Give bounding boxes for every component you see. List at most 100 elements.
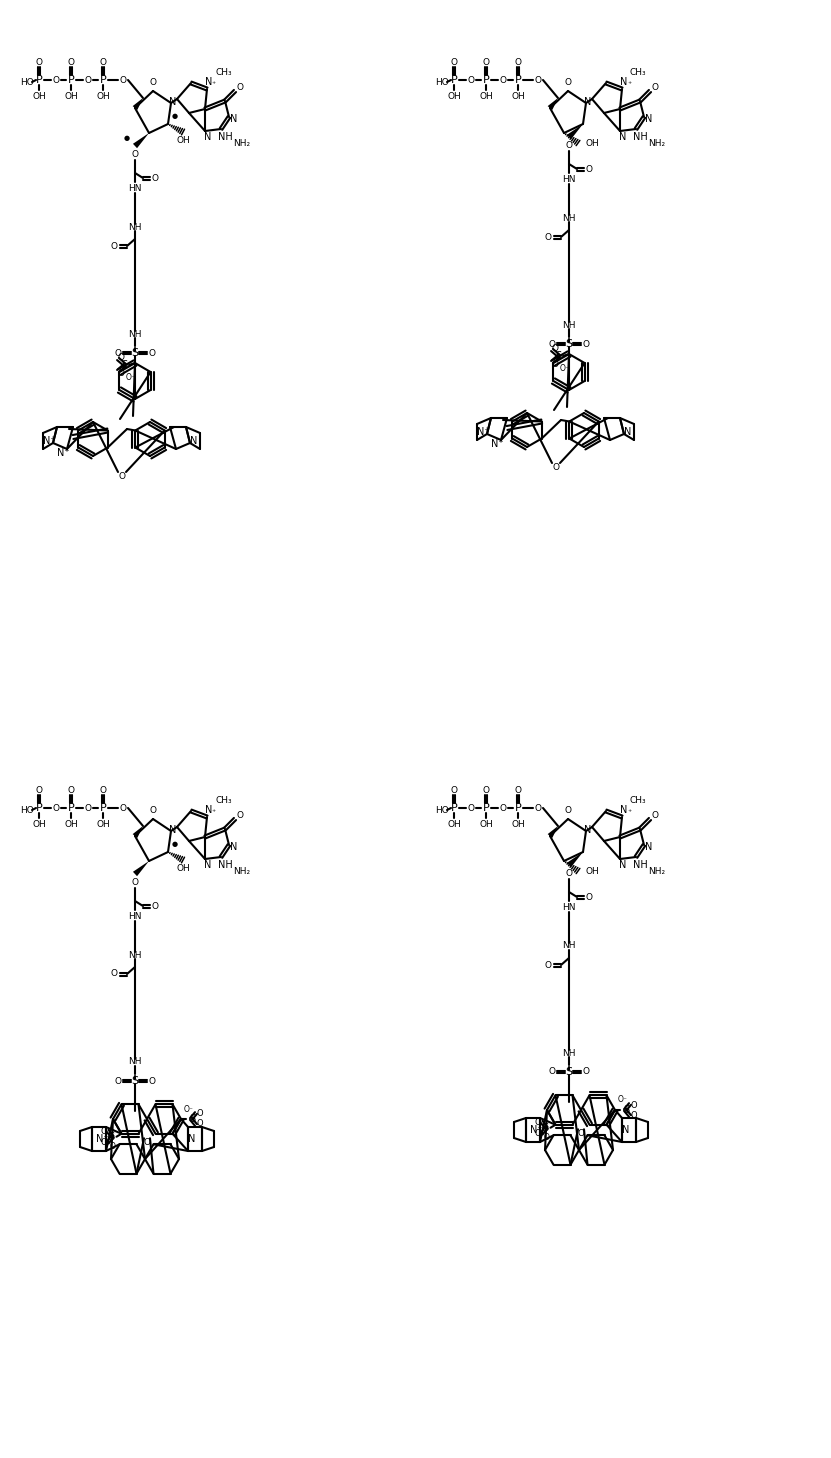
Text: N: N bbox=[205, 805, 213, 815]
Text: OH: OH bbox=[32, 819, 46, 828]
Text: O: O bbox=[534, 76, 542, 85]
Text: O⁻: O⁻ bbox=[184, 1105, 194, 1114]
Text: S: S bbox=[623, 1105, 629, 1115]
Text: NH: NH bbox=[128, 330, 142, 338]
Text: ⁺: ⁺ bbox=[212, 80, 216, 89]
Text: N: N bbox=[170, 825, 177, 835]
Text: O: O bbox=[150, 805, 156, 815]
Text: N⁺: N⁺ bbox=[490, 439, 504, 449]
Text: HO: HO bbox=[435, 77, 449, 86]
Text: P: P bbox=[450, 803, 457, 814]
Text: NH: NH bbox=[128, 223, 142, 232]
Text: O: O bbox=[111, 970, 117, 978]
Text: OH: OH bbox=[447, 819, 461, 828]
Text: P: P bbox=[483, 74, 489, 85]
Text: OH: OH bbox=[176, 136, 189, 144]
Text: HN: HN bbox=[128, 911, 142, 920]
Text: O: O bbox=[552, 360, 558, 369]
Text: N⁺: N⁺ bbox=[477, 427, 489, 437]
Text: NH₂: NH₂ bbox=[233, 139, 250, 147]
Text: O: O bbox=[85, 76, 91, 85]
Text: O: O bbox=[514, 57, 522, 67]
Text: O: O bbox=[150, 77, 156, 86]
Text: HN: HN bbox=[128, 184, 142, 192]
Text: O: O bbox=[578, 1128, 584, 1137]
Text: O: O bbox=[564, 805, 572, 815]
Text: O: O bbox=[583, 1067, 589, 1076]
Text: S: S bbox=[555, 351, 561, 362]
Text: P: P bbox=[67, 803, 75, 814]
Text: P: P bbox=[483, 803, 489, 814]
Text: N: N bbox=[230, 843, 238, 851]
Text: N: N bbox=[204, 860, 212, 870]
Text: HO: HO bbox=[435, 805, 449, 815]
Text: O⁻: O⁻ bbox=[560, 363, 570, 372]
Text: NH₂: NH₂ bbox=[648, 139, 665, 147]
Text: S: S bbox=[565, 340, 573, 348]
Text: S: S bbox=[543, 1123, 548, 1133]
Text: O: O bbox=[483, 57, 489, 67]
Text: O: O bbox=[149, 348, 155, 357]
Text: O: O bbox=[120, 803, 126, 812]
Text: O: O bbox=[115, 1076, 121, 1086]
Text: O: O bbox=[548, 1067, 555, 1076]
Text: O: O bbox=[85, 803, 91, 812]
Text: O⁻: O⁻ bbox=[126, 372, 136, 382]
Text: ●: ● bbox=[172, 841, 178, 847]
Text: N: N bbox=[230, 114, 238, 124]
Text: NH: NH bbox=[128, 951, 142, 959]
Text: OH: OH bbox=[447, 92, 461, 101]
Text: O⁻: O⁻ bbox=[543, 1133, 553, 1142]
Text: N⁺: N⁺ bbox=[96, 1134, 108, 1145]
Text: O: O bbox=[468, 803, 475, 812]
Text: N: N bbox=[619, 860, 627, 870]
Text: OH: OH bbox=[96, 819, 110, 828]
Text: N: N bbox=[170, 98, 177, 106]
Text: N: N bbox=[204, 133, 212, 141]
Text: O: O bbox=[544, 961, 552, 970]
Text: O: O bbox=[450, 57, 458, 67]
Text: N⁺: N⁺ bbox=[529, 1126, 543, 1134]
Text: ⁺: ⁺ bbox=[627, 80, 631, 89]
Text: O: O bbox=[111, 242, 117, 251]
Text: P: P bbox=[100, 74, 106, 85]
Text: O: O bbox=[237, 811, 243, 819]
Text: NH₂: NH₂ bbox=[648, 866, 665, 875]
Text: OH: OH bbox=[176, 863, 189, 872]
Text: O: O bbox=[144, 1137, 150, 1147]
Text: P: P bbox=[67, 74, 75, 85]
Text: N: N bbox=[619, 133, 627, 141]
Text: OH: OH bbox=[511, 819, 525, 828]
Text: O: O bbox=[100, 786, 106, 795]
Text: N: N bbox=[624, 427, 632, 437]
Text: O: O bbox=[499, 76, 507, 85]
Text: O: O bbox=[566, 140, 573, 150]
Text: HN: HN bbox=[563, 175, 576, 184]
Text: O: O bbox=[631, 1101, 637, 1110]
Text: NH: NH bbox=[563, 942, 576, 951]
Polygon shape bbox=[567, 851, 583, 868]
Text: O: O bbox=[36, 786, 42, 795]
Text: NH₂: NH₂ bbox=[233, 866, 250, 875]
Text: NH: NH bbox=[632, 133, 647, 141]
Text: O: O bbox=[67, 57, 75, 67]
Text: NH: NH bbox=[632, 860, 647, 870]
Text: O: O bbox=[197, 1120, 204, 1128]
Text: O: O bbox=[514, 786, 522, 795]
Text: O: O bbox=[544, 232, 552, 242]
Text: S: S bbox=[131, 348, 139, 359]
Text: CH₃: CH₃ bbox=[215, 67, 232, 76]
Text: OH: OH bbox=[64, 92, 78, 101]
Text: O: O bbox=[468, 76, 475, 85]
Text: O: O bbox=[52, 76, 60, 85]
Text: O: O bbox=[534, 1130, 541, 1139]
Text: OH: OH bbox=[479, 92, 493, 101]
Text: P: P bbox=[100, 803, 106, 814]
Text: S: S bbox=[108, 1131, 115, 1142]
Text: NH: NH bbox=[128, 1057, 142, 1066]
Text: O⁻: O⁻ bbox=[110, 1142, 120, 1152]
Text: O: O bbox=[120, 76, 126, 85]
Text: N: N bbox=[646, 114, 652, 124]
Text: O: O bbox=[36, 57, 42, 67]
Text: O: O bbox=[131, 150, 139, 159]
